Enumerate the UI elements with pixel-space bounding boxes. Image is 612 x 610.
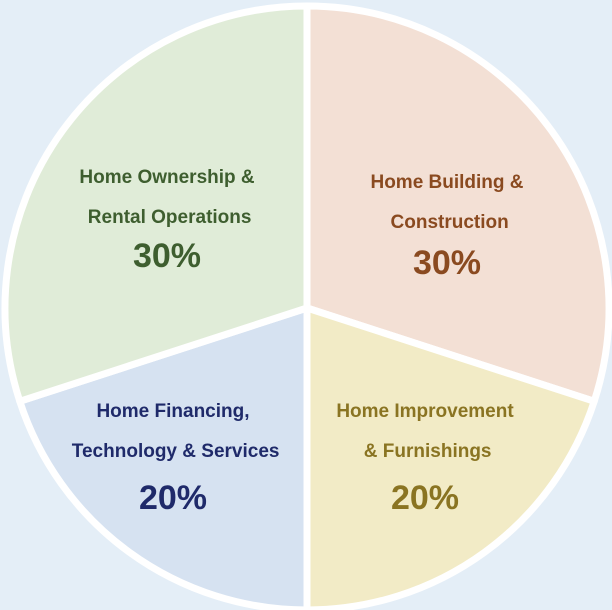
value-label: 30% [133,237,201,275]
pie-slice [1,2,311,405]
slice-label: Home Ownership & Rental Operations [79,167,255,228]
pie-slice [303,2,612,405]
slice-label-line: & Furnishings [359,441,492,462]
slice-label: Home Financing, Technology & Services [67,401,280,462]
slice-label-line: Home Financing, [96,401,249,422]
pie-slice [16,304,311,610]
slice-label-line: Construction [385,212,509,233]
value-label: 20% [391,479,459,517]
slice-label-line: Home Ownership & [79,167,255,188]
slice-label-line: Technology & Services [67,441,280,462]
value-label: 30% [413,244,481,282]
value-label: 20% [139,479,207,517]
slice-label: Home Improvement & Furnishings [336,401,514,462]
slice-label: Home Building & Construction [370,172,523,233]
slice-label-line: Rental Operations [83,207,252,228]
pie-slice [303,304,598,610]
slice-label-line: Home Building & [370,172,523,193]
slice-label-line: Home Improvement [336,401,514,422]
